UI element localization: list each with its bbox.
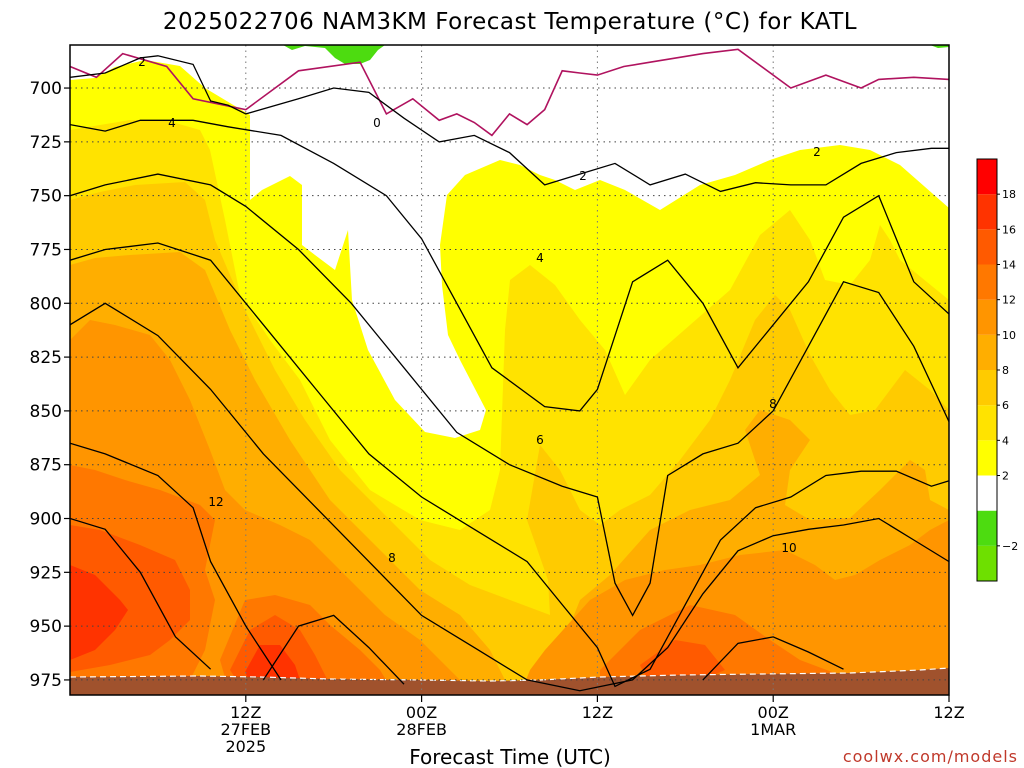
colorbar-tick-label: 2 (1002, 470, 1009, 483)
ground-surface (70, 668, 949, 695)
y-tick-label: 975 (30, 671, 62, 691)
x-tick-label: 00Z (758, 703, 789, 722)
contour-line-8 (70, 242, 949, 688)
contour-line-10 (70, 302, 949, 692)
contour-label: 2 (579, 169, 587, 183)
y-tick-label: 800 (30, 294, 62, 314)
colorbar-tick-label: 10 (1002, 329, 1016, 342)
colorbar-bin (977, 334, 997, 370)
contour-label: 2 (813, 145, 821, 159)
y-tick-label: 925 (30, 563, 62, 583)
temperature-field (70, 45, 949, 695)
colorbar-tick-label: 12 (1002, 294, 1016, 307)
contour-line-0 (70, 48, 949, 137)
colorbar-tick-label: 14 (1002, 259, 1016, 272)
surface-line (70, 667, 949, 682)
colorbar-bin (977, 159, 997, 195)
colorbar-bin (977, 545, 997, 581)
colorbar-bin (977, 510, 997, 546)
band-neg-green-left (283, 45, 385, 64)
contour-lines (70, 48, 949, 692)
contour-line-14 (262, 614, 405, 685)
y-tick-label: 875 (30, 456, 62, 476)
y-tick-label: 775 (30, 240, 62, 260)
contour-label: 8 (388, 551, 396, 565)
colorbar-tick-label: 18 (1002, 188, 1016, 201)
contour-line-6 (70, 173, 949, 617)
colorbar-tick-label: 4 (1002, 434, 1009, 447)
credit-text: coolwx.com/models (843, 747, 1018, 766)
x-tick-label: 00Z (406, 703, 437, 722)
contour-labels: 2 4 0 2 2 4 6 8 8 10 12 (138, 55, 821, 565)
contour-label: 2 (138, 55, 146, 69)
y-tick-label: 900 (30, 510, 62, 530)
band-14-16 (70, 525, 725, 685)
contour-label: 4 (536, 251, 544, 265)
colorbar-bin (977, 194, 997, 230)
x-tick-label: 27FEB (220, 720, 271, 739)
contour-label: 6 (536, 433, 544, 447)
chart-title: 2025022706 NAM3KM Forecast Temperature (… (163, 9, 857, 35)
x-tick-label: 12Z (582, 703, 613, 722)
y-tick-label: 950 (30, 617, 62, 637)
contour-line-14 (702, 636, 844, 681)
colorbar-bin (977, 440, 997, 476)
y-tick-label: 850 (30, 402, 62, 422)
contour-line-4 (70, 119, 949, 412)
contour-line-2 (70, 55, 949, 193)
x-tick-label: 12Z (933, 703, 964, 722)
x-tick-label: 1MAR (750, 720, 796, 739)
band-16-18 (70, 565, 300, 682)
colorbar: 18 16 14 12 10 8 6 4 2 −2 (976, 158, 1018, 582)
colorbar-bin (977, 370, 997, 406)
x-axis-label: Forecast Time (UTC) (409, 745, 611, 768)
colorbar-bin (977, 264, 997, 300)
x-tick-label: 2025 (225, 737, 266, 756)
colorbar-tick-label: −2 (1002, 540, 1018, 553)
colorbar-bin (977, 229, 997, 265)
y-tick-label: 825 (30, 348, 62, 368)
y-tick-label: 750 (30, 187, 62, 207)
contour-line-14 (70, 517, 212, 670)
y-tick-label: 725 (30, 133, 62, 153)
colorbar-bin (977, 299, 997, 335)
y-axis: 700 725 750 775 800 825 850 875 900 925 950 975 (30, 79, 70, 691)
contour-label: 4 (168, 116, 176, 130)
colorbar-bin (977, 405, 997, 441)
colorbar-tick-label: 16 (1002, 223, 1016, 236)
contour-line-12 (70, 442, 282, 681)
contour-label: 0 (373, 116, 381, 130)
plot-frame (69, 44, 950, 696)
colorbar-bin (977, 475, 997, 511)
colorbar-tick-label: 8 (1002, 364, 1009, 377)
contour-label: 12 (208, 495, 223, 509)
y-tick-label: 700 (30, 79, 62, 99)
colorbar-tick-label: 6 (1002, 399, 1009, 412)
contour-label: 10 (781, 541, 796, 555)
x-tick-label: 28FEB (396, 720, 447, 739)
x-tick-label: 12Z (230, 703, 261, 722)
contour-label: 8 (769, 397, 777, 411)
